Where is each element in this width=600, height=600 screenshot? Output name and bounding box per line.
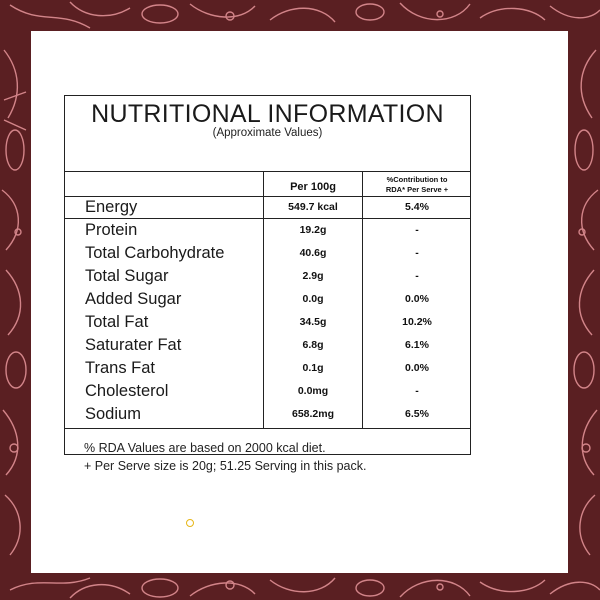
- footnote-serving: + Per Serve size is 20g; 51.25 Serving i…: [84, 459, 367, 473]
- nutrient-name: Cholesterol: [85, 382, 169, 400]
- per-100g-value: 2.9g: [302, 270, 324, 282]
- column-header-rda: %Contribution to RDA* Per Serve +: [363, 175, 471, 195]
- nutrient-name: Total Fat: [85, 313, 149, 331]
- divider: [65, 218, 470, 219]
- per-100g-value: 0.0mg: [297, 385, 329, 397]
- rda-value: -: [415, 224, 419, 236]
- footnote-rda: % RDA Values are based on 2000 kcal diet…: [84, 441, 326, 455]
- table-row: Added Sugar 0.0g 0.0%: [65, 290, 470, 312]
- nutrition-table: NUTRITIONAL INFORMATION (Approximate Val…: [64, 95, 471, 455]
- nutrient-name: Protein: [85, 221, 138, 239]
- table-row: Trans Fat 0.1g 0.0%: [65, 359, 470, 381]
- table-row: Total Sugar 2.9g -: [65, 267, 470, 289]
- nutrient-name: Energy: [85, 198, 138, 216]
- ring-icon: [186, 519, 194, 527]
- rda-value: 6.1%: [405, 339, 429, 351]
- table-row: Cholesterol 0.0mg -: [65, 382, 470, 404]
- table-row: Sodium 658.2mg 6.5%: [65, 405, 470, 427]
- divider: [65, 196, 470, 197]
- table-row: Total Carbohydrate 40.6g -: [65, 244, 470, 266]
- nutrient-name: Sodium: [85, 405, 141, 423]
- table-subtitle: (Approximate Values): [212, 127, 323, 139]
- per-100g-value: 0.0g: [302, 293, 324, 305]
- divider: [65, 171, 470, 172]
- table-row: Protein 19.2g -: [65, 221, 470, 243]
- rda-value: 5.4%: [405, 201, 429, 213]
- nutrient-name: Total Carbohydrate: [85, 244, 225, 262]
- rda-header-line: RDA* Per Serve +: [385, 185, 449, 194]
- nutrient-name: Total Sugar: [85, 267, 169, 285]
- column-header-per-100g: Per 100g: [290, 181, 336, 193]
- per-100g-value: 6.8g: [302, 339, 324, 351]
- rda-value: 10.2%: [402, 316, 432, 328]
- per-100g-value: 0.1g: [302, 362, 324, 374]
- per-100g-value: 549.7 kcal: [288, 201, 338, 213]
- rda-value: 0.0%: [405, 293, 429, 305]
- per-100g-value: 40.6g: [299, 247, 327, 259]
- nutrient-name: Trans Fat: [85, 359, 155, 377]
- table-row: Total Fat 34.5g 10.2%: [65, 313, 470, 335]
- rda-value: 6.5%: [405, 408, 429, 420]
- table-row: Energy 549.7 kcal 5.4%: [65, 198, 470, 220]
- column-divider: [362, 171, 363, 428]
- rda-value: -: [415, 247, 419, 259]
- rda-value: -: [415, 270, 419, 282]
- table-title: NUTRITIONAL INFORMATION: [91, 100, 444, 128]
- nutrient-name: Saturater Fat: [85, 336, 182, 354]
- rda-header-line: %Contribution to: [386, 175, 448, 184]
- per-100g-value: 658.2mg: [291, 408, 335, 420]
- column-divider: [263, 171, 264, 428]
- per-100g-value: 19.2g: [299, 224, 327, 236]
- rda-value: 0.0%: [405, 362, 429, 374]
- table-row: Saturater Fat 6.8g 6.1%: [65, 336, 470, 358]
- label-card: [31, 31, 568, 573]
- nutrient-name: Added Sugar: [85, 290, 182, 308]
- divider: [65, 428, 470, 429]
- rda-value: -: [415, 385, 419, 397]
- per-100g-value: 34.5g: [299, 316, 327, 328]
